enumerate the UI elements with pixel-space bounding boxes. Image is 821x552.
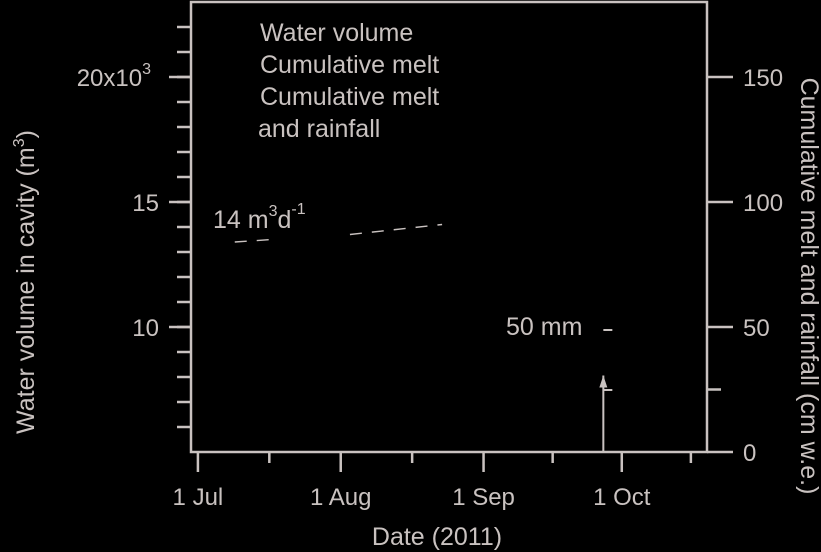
- y-right-tick-label: 100: [743, 190, 783, 217]
- y-left-tick-label: 10: [132, 315, 159, 342]
- series-line: [234, 238, 272, 243]
- legend-entry-3: Cumulative melt: [260, 83, 439, 111]
- x-axis-label: Date (2011): [372, 523, 502, 551]
- legend-entry-1: Water volume: [260, 19, 413, 47]
- legend-entry-4: and rainfall: [258, 115, 380, 143]
- scale-bar-label: 50 mm: [506, 313, 582, 341]
- y-axis-label-left: Water volume in cavity (m3): [11, 130, 40, 434]
- legend: Water volume Cumulative melt Cumulative …: [258, 19, 439, 143]
- series-line: [349, 223, 443, 236]
- x-tick-label: 1 Oct: [593, 484, 651, 511]
- rate-annotation: 14 m3d-1: [213, 201, 306, 234]
- y-right-tick-label: 50: [743, 315, 770, 342]
- legend-entry-2: Cumulative melt: [260, 51, 439, 79]
- ticks: 1 Jul 1 Aug 1 Sep 1 Oct 10 15 20x103 0 50 100 150: [77, 25, 783, 511]
- x-tick-label: 1 Sep: [452, 484, 515, 511]
- x-tick-label: 1 Aug: [310, 484, 371, 511]
- data-marks: [234, 223, 613, 452]
- y-axis-label-right: Cumulative melt and rainfall (cm w.e.): [795, 78, 821, 495]
- y-right-tick-label: 150: [743, 65, 783, 92]
- y-left-tick-label: 20x103: [77, 61, 151, 92]
- y-left-tick-label: 15: [132, 190, 159, 217]
- scale-bar-arrowhead: [599, 375, 608, 388]
- y-right-tick-label: 0: [743, 440, 756, 467]
- x-tick-label: 1 Jul: [173, 484, 224, 511]
